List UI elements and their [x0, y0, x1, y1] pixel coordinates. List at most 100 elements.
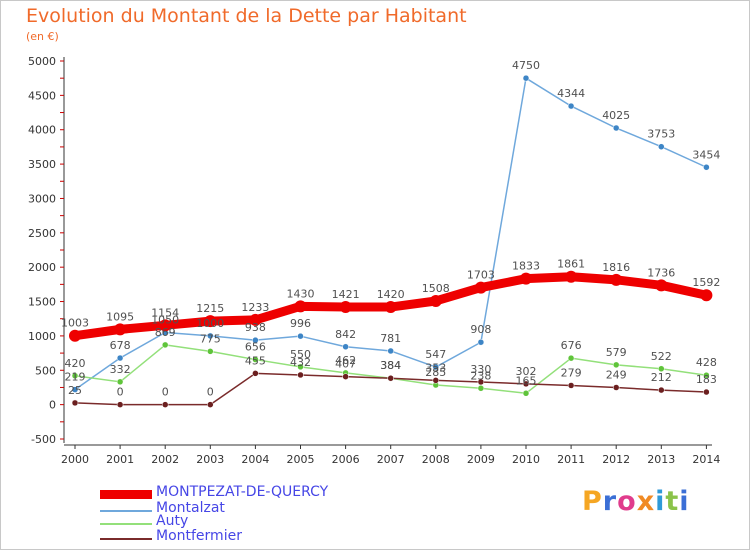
logo-letter: i	[655, 486, 666, 517]
data-point-auty	[297, 363, 304, 371]
data-label-montfermier: 384	[380, 359, 401, 372]
logo-letter: t	[665, 486, 680, 517]
data-point-montfermier	[477, 378, 485, 386]
data-point-montpezat-de-quercy	[655, 279, 668, 292]
data-point-montalzat	[432, 363, 440, 371]
x-tick-label: 2002	[151, 453, 179, 466]
chart-points	[69, 74, 713, 408]
data-label-auty: 522	[651, 350, 672, 363]
data-label-montpezat-de-quercy: 1833	[512, 260, 540, 273]
data-point-montpezat-de-quercy	[249, 313, 262, 326]
data-point-montfermier	[116, 401, 124, 408]
x-tick-label: 2013	[647, 453, 675, 466]
data-point-montpezat-de-quercy	[69, 329, 81, 342]
data-label-montalzat: 3454	[692, 148, 720, 161]
data-label-auty: 550	[290, 348, 311, 361]
data-label-montpezat-de-quercy: 1703	[467, 269, 495, 282]
data-label-montpezat-de-quercy: 1736	[647, 266, 675, 279]
data-point-montfermier	[342, 373, 349, 380]
data-point-auty	[477, 385, 485, 392]
data-label-montpezat-de-quercy: 1095	[106, 310, 134, 323]
data-label-auty: 869	[155, 326, 176, 339]
data-point-montpezat-de-quercy	[339, 300, 352, 313]
data-point-montfermier	[432, 377, 440, 384]
data-label-montalzat: 4750	[512, 59, 540, 72]
data-label-montfermier: 353	[425, 361, 446, 374]
data-point-auty	[522, 390, 530, 397]
data-point-montalzat	[207, 332, 214, 340]
data-label-montfermier: 183	[696, 373, 717, 386]
x-tick-label: 2007	[377, 453, 405, 466]
data-label-auty: 332	[110, 363, 131, 376]
data-point-montpezat-de-quercy	[565, 270, 578, 283]
y-tick-label: 500	[35, 364, 56, 377]
data-point-montpezat-de-quercy	[114, 323, 127, 336]
data-point-montalzat	[71, 386, 79, 393]
data-label-auty: 579	[606, 346, 627, 359]
legend-swatch	[100, 523, 152, 525]
y-tick-label: 1000	[28, 330, 56, 343]
data-point-montalzat	[297, 332, 304, 340]
data-label-montfermier: 212	[651, 371, 672, 384]
data-label-auty: 462	[335, 354, 356, 367]
data-label-montfermier: 0	[162, 386, 169, 399]
data-point-montfermier	[658, 386, 665, 394]
data-label-montfermier: 407	[335, 358, 356, 371]
data-point-auty	[252, 356, 259, 363]
data-label-montalzat: 3753	[647, 128, 675, 141]
data-point-montalzat	[567, 102, 575, 110]
data-point-montpezat-de-quercy	[520, 272, 532, 285]
data-label-montalzat: 678	[110, 339, 131, 352]
data-label-auty: 285	[425, 366, 446, 379]
data-label-montalzat: 908	[470, 323, 491, 336]
x-tick-label: 2004	[241, 453, 269, 466]
x-tick-label: 2006	[332, 453, 360, 466]
data-label-montpezat-de-quercy: 1233	[241, 301, 269, 314]
data-point-auty	[612, 361, 620, 369]
proxiti-logo: Proxiti	[582, 486, 690, 517]
data-point-montalzat	[252, 336, 259, 344]
x-tick-label: 2000	[61, 453, 89, 466]
data-label-montpezat-de-quercy: 1420	[377, 288, 405, 301]
data-label-montalzat: 996	[290, 317, 311, 330]
data-label-auty: 656	[245, 341, 266, 354]
x-tick-label: 2005	[287, 453, 315, 466]
data-point-montfermier	[567, 382, 575, 389]
y-tick-label: -500	[31, 433, 56, 446]
data-point-auty	[207, 348, 214, 355]
chart-axes: 5000450040003500300025002000150010005000…	[28, 55, 720, 466]
logo-letter: P	[582, 486, 603, 517]
data-label-montalzat: 1050	[151, 313, 179, 326]
x-tick-label: 2009	[467, 453, 495, 466]
data-label-montfermier: 249	[606, 369, 627, 382]
data-label-montpezat-de-quercy: 1508	[422, 282, 450, 295]
data-label-montalzat: 1000	[196, 317, 224, 330]
data-point-montalzat	[477, 338, 485, 346]
data-label-montfermier: 279	[561, 366, 582, 379]
data-label-montalzat: 781	[380, 332, 401, 345]
data-point-montpezat-de-quercy	[700, 289, 713, 302]
data-label-montpezat-de-quercy: 1154	[151, 306, 179, 319]
data-label-montpezat-de-quercy: 1592	[692, 276, 720, 289]
data-point-montalzat	[658, 143, 665, 150]
x-tick-label: 2012	[602, 453, 630, 466]
data-point-montfermier	[522, 380, 530, 388]
data-point-montalzat	[342, 343, 349, 351]
data-label-auty: 165	[516, 374, 537, 387]
data-point-montalzat	[116, 354, 124, 362]
data-point-montalzat	[522, 74, 530, 82]
x-tick-label: 2010	[512, 453, 540, 466]
data-label-montfermier: 330	[470, 363, 491, 376]
data-label-montfermier: 432	[290, 356, 311, 369]
data-point-montfermier	[161, 401, 169, 408]
data-point-auty	[703, 371, 710, 379]
x-tick-label: 2001	[106, 453, 134, 466]
data-point-montfermier	[297, 371, 304, 379]
data-label-auty: 676	[561, 339, 582, 352]
data-label-auty: 238	[470, 369, 491, 382]
data-label-montfermier: 455	[245, 354, 266, 367]
logo-letter: r	[602, 486, 618, 517]
data-point-auty	[161, 341, 169, 349]
